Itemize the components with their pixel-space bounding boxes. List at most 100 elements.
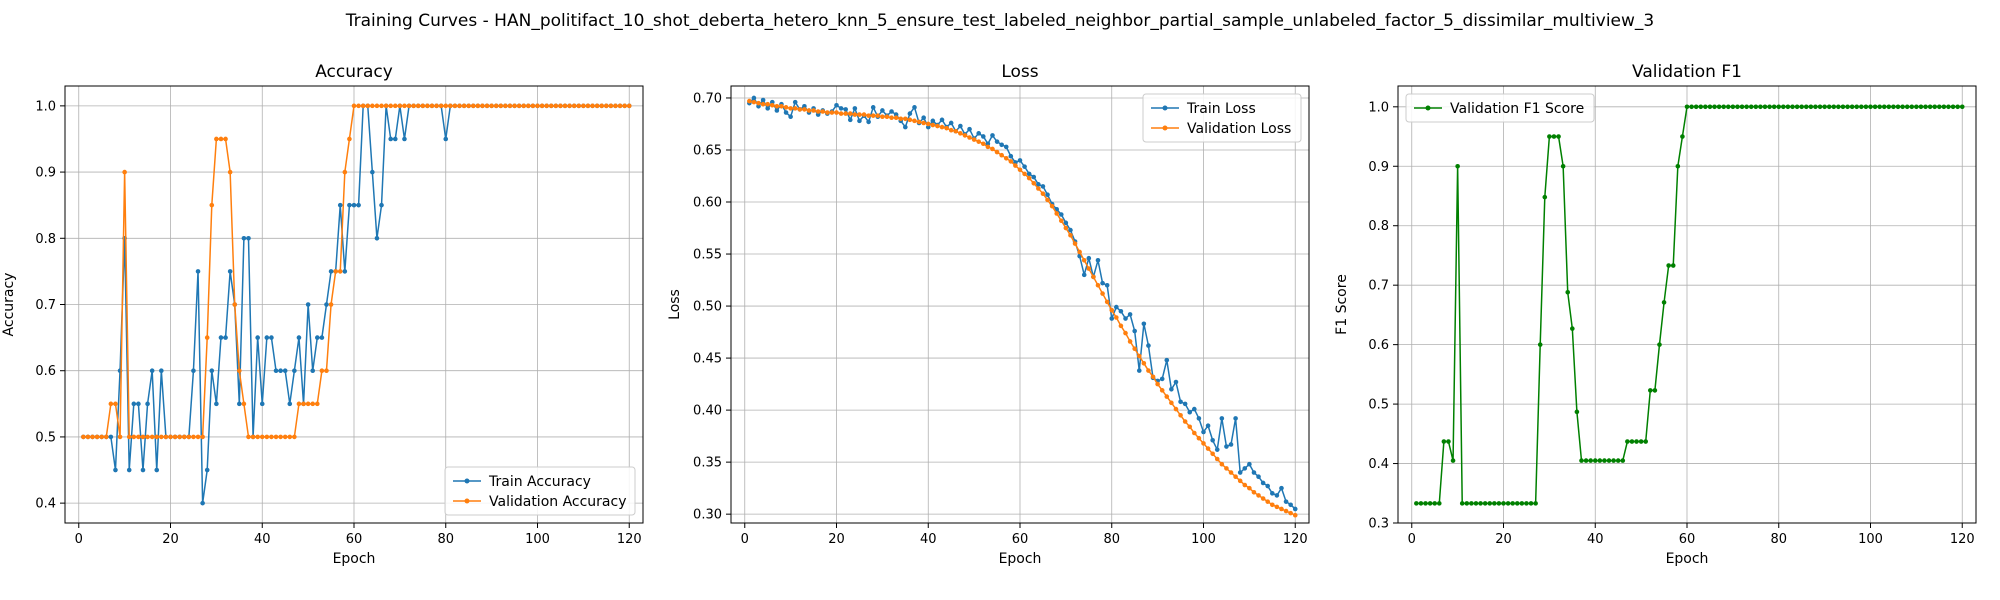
- data-point: [214, 401, 219, 407]
- legend-swatch-marker: [464, 478, 470, 484]
- data-point: [1629, 439, 1635, 444]
- data-point: [1233, 474, 1238, 480]
- data-point: [310, 368, 316, 374]
- data-point: [1146, 368, 1151, 373]
- data-point: [507, 103, 513, 109]
- data-point: [521, 103, 527, 109]
- data-point: [783, 110, 789, 115]
- data-point: [379, 202, 384, 208]
- data-point: [847, 117, 853, 123]
- data-point: [131, 434, 137, 440]
- data-point: [1146, 343, 1151, 348]
- data-point: [374, 103, 380, 109]
- data-point: [1556, 134, 1561, 139]
- data-point: [1735, 104, 1740, 110]
- data-point: [1136, 353, 1142, 359]
- data-point: [1423, 501, 1428, 506]
- data-point: [1003, 144, 1009, 150]
- data-point: [1670, 263, 1676, 268]
- data-point: [1237, 478, 1243, 484]
- data-point: [250, 434, 256, 440]
- data-point: [843, 111, 848, 116]
- data-point: [916, 119, 922, 125]
- data-point: [1446, 439, 1451, 444]
- legend: Validation F1 Score: [1405, 93, 1595, 123]
- y-tick-label: 0.45: [693, 352, 722, 367]
- y-tick-label: 0.6: [35, 364, 56, 379]
- data-point: [90, 434, 95, 440]
- data-point: [769, 102, 775, 108]
- data-point: [907, 117, 913, 123]
- data-point: [1492, 501, 1497, 506]
- y-tick-label: 0.5: [35, 430, 56, 445]
- data-point: [1753, 104, 1759, 110]
- data-point: [1159, 376, 1165, 382]
- data-point: [1164, 357, 1170, 363]
- data-point: [1519, 501, 1525, 506]
- data-point: [1008, 153, 1014, 159]
- data-point: [1219, 461, 1225, 467]
- data-point: [154, 467, 160, 473]
- data-point: [305, 401, 311, 407]
- data-point: [1863, 104, 1869, 110]
- data-point: [1620, 458, 1626, 463]
- data-point: [1854, 104, 1860, 110]
- data-point: [1182, 419, 1188, 424]
- data-point: [292, 434, 297, 440]
- data-point: [1831, 104, 1837, 110]
- data-point: [1196, 416, 1202, 421]
- data-point: [866, 113, 871, 118]
- data-point: [1072, 241, 1078, 246]
- data-point: [1937, 104, 1942, 110]
- data-point: [1748, 104, 1754, 110]
- data-point: [903, 116, 908, 122]
- data-point: [976, 139, 982, 144]
- x-tick-label: 0: [1408, 532, 1416, 547]
- data-point: [1104, 282, 1110, 288]
- data-point: [1790, 104, 1795, 110]
- data-point: [939, 124, 945, 130]
- data-point: [1524, 501, 1529, 506]
- data-point: [1031, 180, 1037, 186]
- y-tick-label: 0.50: [693, 300, 722, 315]
- data-point: [1923, 104, 1928, 110]
- data-point: [159, 434, 164, 440]
- data-point: [1771, 104, 1777, 110]
- data-point: [200, 500, 205, 506]
- data-point: [760, 97, 766, 103]
- data-point: [1068, 227, 1073, 233]
- data-point: [1136, 368, 1142, 373]
- data-point: [1959, 104, 1965, 110]
- x-axis-label: Epoch: [999, 551, 1042, 567]
- data-point: [1652, 388, 1658, 393]
- legend-box: [1142, 93, 1302, 143]
- data-point: [967, 135, 972, 140]
- data-point: [1118, 308, 1124, 314]
- data-point: [448, 103, 453, 109]
- data-point: [204, 467, 210, 473]
- data-point: [159, 368, 164, 374]
- x-tick-label: 100: [525, 532, 550, 547]
- data-point: [553, 103, 559, 109]
- data-point: [815, 109, 821, 114]
- data-point: [227, 269, 233, 274]
- data-point: [948, 120, 954, 126]
- data-point: [1237, 470, 1243, 475]
- data-point: [1210, 437, 1215, 443]
- data-point: [452, 103, 458, 109]
- data-point: [1251, 470, 1257, 475]
- data-point: [1455, 163, 1460, 169]
- data-point: [1414, 501, 1419, 506]
- data-point: [163, 434, 169, 440]
- x-tick-label: 80: [1770, 532, 1787, 547]
- data-point: [594, 103, 600, 109]
- data-point: [324, 368, 329, 374]
- data-point: [195, 269, 201, 274]
- data-point: [1588, 458, 1593, 463]
- data-point: [1095, 282, 1101, 288]
- data-point: [136, 401, 141, 407]
- data-point: [962, 133, 968, 138]
- data-point: [1214, 447, 1220, 452]
- data-point: [1164, 394, 1170, 399]
- data-point: [310, 401, 316, 407]
